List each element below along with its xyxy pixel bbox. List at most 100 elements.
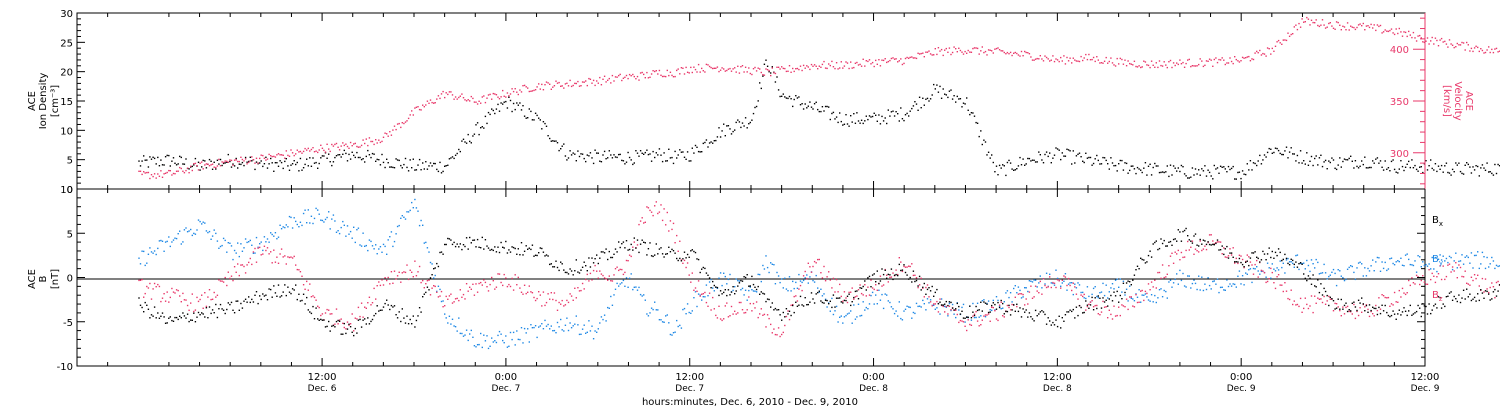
bz-series-point [465,283,468,285]
bx-series-point [759,293,761,295]
ion-density-series-point [975,121,977,124]
velocity-series-point [431,101,433,104]
ion-density-series-point [1364,156,1366,158]
ion-density-series-point [328,153,330,155]
velocity-series-point [614,76,617,78]
by-series-point [484,340,487,342]
by-series-point [1114,279,1117,281]
bz-series-point [461,296,463,298]
bx-series-point [1147,254,1150,257]
by-series-point [519,338,521,341]
by-series-point [306,222,308,224]
bx-series-point [497,246,499,248]
by-series-point [337,230,339,232]
velocity-series-point [897,61,899,63]
bz-series-point [1237,262,1239,265]
bx-series-point [904,271,907,274]
velocity-series-point [682,67,684,69]
bx-series-point [553,266,556,268]
ion-density-series-point [210,160,212,162]
ion-density-series-point [1326,168,1328,170]
bx-series-point [411,323,413,325]
velocity-series-point [545,81,548,83]
ion-density-series-point [370,156,372,159]
velocity-series-point [1011,54,1013,57]
bx-series-point [542,251,545,253]
bx-series-point [1176,240,1178,242]
bx-series-point [1326,294,1328,297]
velocity-series-point [279,154,281,156]
bz-series-point [918,284,921,286]
bz-series-point [386,279,388,282]
velocity-series-point [370,140,372,143]
bz-series-point [599,270,601,272]
bz-series-point [801,289,803,292]
by-series-point [1074,283,1076,285]
by-series-point [511,338,513,341]
ion-density-series-point [277,165,280,167]
bx-series-point [1056,325,1059,328]
by-series-point [627,286,629,288]
bx-series-point [690,250,692,252]
velocity-series-point [502,89,504,92]
bz-series-point [622,273,625,276]
bx-series-point [942,304,944,306]
bx-series-point [1187,235,1189,237]
bx-series-point [870,286,872,288]
bx-series-point [323,319,325,321]
by-series-point [1013,287,1015,290]
velocity-series-point [680,67,683,69]
by-series-point [1364,267,1366,269]
bx-series-point [1324,290,1327,293]
bx-series-point [320,318,322,321]
bx-series-point [856,290,858,292]
velocity-series-point [592,79,595,82]
bz-series-point [1270,267,1272,270]
by-series-point [1299,262,1302,265]
velocity-series-point [462,97,465,99]
bx-series-point [418,307,421,309]
bx-series-point [1372,306,1374,308]
ion-density-series-point [1045,151,1048,153]
bx-series-point [386,299,388,301]
bz-series-point [686,262,689,264]
ion-density-series-point [911,107,913,110]
bz-series-point [266,247,269,249]
bz-series-point [1198,251,1200,253]
bz-series-point [1461,275,1463,278]
bx-series-point [1498,284,1500,286]
velocity-series-point [1357,24,1360,26]
ion-density-series-point [961,106,963,108]
by-series-point [586,331,588,333]
by-series-point [1483,256,1485,258]
by-series-point [527,328,529,330]
bz-series-point [914,274,916,276]
ion-density-series-point [785,97,788,99]
ion-density-series-point [699,151,701,153]
by-series-point [1317,261,1319,264]
bx-series-point [1450,291,1452,293]
by-series-point [498,330,501,333]
bz-series-point [1440,278,1443,281]
bz-series-point [1455,262,1457,264]
bz-series-point [271,262,273,264]
velocity-series-point [342,142,344,144]
by-series-point [1133,300,1136,302]
bz-series-point [835,278,838,281]
by-series-point [384,245,386,248]
bx-series-point [244,298,247,300]
ion-density-series-point [666,160,668,162]
velocity-series-point [1016,52,1018,55]
bz-series-point [304,288,306,290]
by-series-point [411,201,413,204]
velocity-series-point [251,156,253,158]
velocity-series-point [1060,56,1062,59]
bz-series-point [633,241,635,243]
ion-density-series-point [478,133,480,136]
ion-density-series-point [817,108,819,111]
ion-density-series-point [1182,166,1184,168]
velocity-series-point [1458,44,1460,46]
ion-density-series-point [1033,159,1035,161]
by-series-point [1149,300,1151,302]
by-series-point [973,316,976,319]
